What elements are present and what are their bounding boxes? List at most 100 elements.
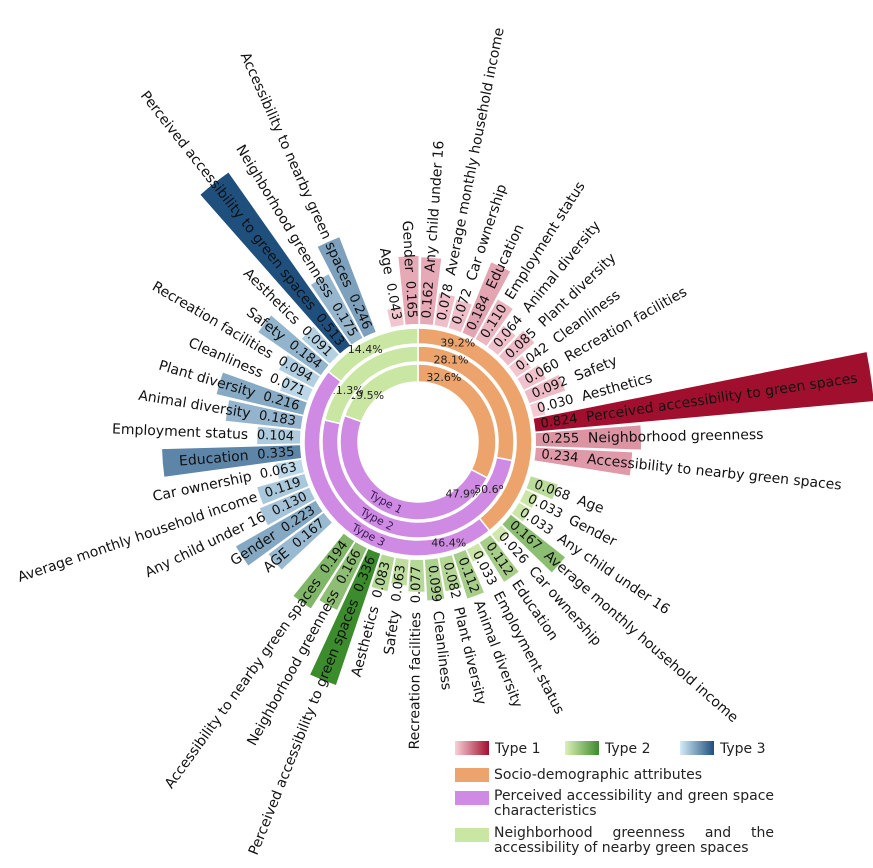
- bar: [535, 425, 642, 450]
- bar: [520, 489, 539, 509]
- value-label: 0.162: [419, 281, 437, 319]
- category-label: Education: [178, 448, 249, 470]
- value-label: 0.077: [409, 566, 424, 603]
- legend-swatch: [455, 791, 489, 805]
- bar: [293, 533, 355, 609]
- category-label: Average monthly household income: [541, 548, 741, 726]
- ring-segment: [343, 363, 419, 423]
- bar: [462, 262, 511, 339]
- bar: [508, 355, 531, 378]
- bar: [235, 500, 323, 566]
- bar: [162, 445, 302, 477]
- category-label: Recreation facilities: [407, 612, 424, 750]
- value-label: 0.255: [542, 431, 580, 447]
- bar: [371, 554, 395, 592]
- category-label: Gender: [399, 220, 418, 273]
- category-label: Employment status: [112, 421, 249, 443]
- bar: [310, 274, 363, 345]
- bar: [216, 372, 307, 415]
- category-label: Neighborhood greenness: [588, 427, 764, 447]
- bar: [534, 447, 633, 476]
- ring-segment: [327, 327, 419, 383]
- bar: [420, 257, 442, 325]
- bar: [524, 374, 566, 404]
- bar: [434, 293, 456, 328]
- ring-percent: 50.6%: [474, 483, 509, 496]
- bar: [275, 459, 304, 479]
- bar: [398, 256, 419, 325]
- bar: [529, 400, 546, 418]
- ring-percent: 14.4%: [348, 343, 383, 356]
- bar: [225, 400, 303, 430]
- bar: [502, 514, 566, 573]
- bar: [387, 307, 404, 328]
- bar: [511, 502, 531, 522]
- legend-swatch: [680, 741, 714, 755]
- legend-swatch: [565, 741, 599, 755]
- bar: [310, 549, 381, 685]
- bar: [408, 559, 425, 592]
- bar: [301, 326, 339, 364]
- bar: [391, 557, 409, 586]
- ring-percent: 39.2%: [440, 337, 475, 350]
- legend-label: Neighborhood greenness and the accessibi…: [494, 825, 774, 856]
- bar: [453, 550, 484, 599]
- value-label: 0.099: [425, 564, 444, 603]
- value-label: 0.043: [383, 282, 404, 321]
- bar: [439, 555, 462, 592]
- bar: [526, 476, 558, 500]
- legend-label: Type 1: [494, 741, 541, 757]
- bar: [517, 365, 546, 390]
- bar: [475, 299, 513, 346]
- legend-label: Type 2: [604, 741, 651, 757]
- bar: [448, 299, 472, 333]
- ring-percent: 47.9%: [445, 487, 480, 500]
- value-label: 0.183: [258, 408, 297, 429]
- category-label: Any child under 16: [422, 140, 447, 273]
- category-label: Age: [575, 493, 606, 517]
- category-label: Accessibility to nearby green spaces: [162, 575, 325, 792]
- legend-swatch: [455, 741, 489, 755]
- bar: [317, 237, 376, 338]
- value-label: 0.078: [435, 282, 457, 321]
- bar: [257, 473, 309, 505]
- bar: [280, 375, 313, 401]
- bar: [319, 542, 367, 610]
- legend-swatch: [455, 828, 489, 842]
- category-label: Perceived accessibility to green spaces: [137, 88, 319, 313]
- value-label: 0.104: [257, 428, 295, 445]
- bar: [268, 512, 332, 570]
- value-label: 0.063: [259, 460, 298, 482]
- legend-label: Socio-demographic attributes: [494, 767, 702, 783]
- ring-percent: 46.4%: [431, 536, 466, 549]
- bar: [467, 543, 486, 562]
- value-label: 0.234: [541, 447, 580, 466]
- bar: [200, 172, 351, 354]
- bar: [257, 426, 301, 445]
- legend-swatch: [455, 768, 489, 782]
- category-label: Age: [376, 247, 396, 276]
- ring-percent: 28.1%: [433, 353, 468, 366]
- value-label: 0.824: [540, 411, 579, 431]
- bar: [259, 487, 315, 526]
- bar: [487, 325, 516, 356]
- bar: [533, 352, 873, 432]
- bar: [491, 525, 509, 543]
- value-label: 0.165: [402, 281, 419, 319]
- ring-segment: [323, 345, 419, 425]
- bar: [499, 330, 535, 366]
- legend-label: Type 3: [719, 741, 766, 757]
- bar: [479, 535, 519, 582]
- bar: [258, 315, 329, 376]
- legend-label: Perceived accessibility and green space …: [494, 788, 774, 819]
- value-label: 0.335: [257, 445, 295, 463]
- ring-percent: 32.6%: [426, 371, 461, 384]
- category-label: Cleanliness: [429, 610, 454, 691]
- category-label: Safety: [381, 609, 403, 656]
- bar: [278, 355, 320, 388]
- ring-percent: 19.5%: [349, 389, 384, 402]
- value-label: 0.063: [389, 564, 409, 603]
- bar: [424, 558, 445, 601]
